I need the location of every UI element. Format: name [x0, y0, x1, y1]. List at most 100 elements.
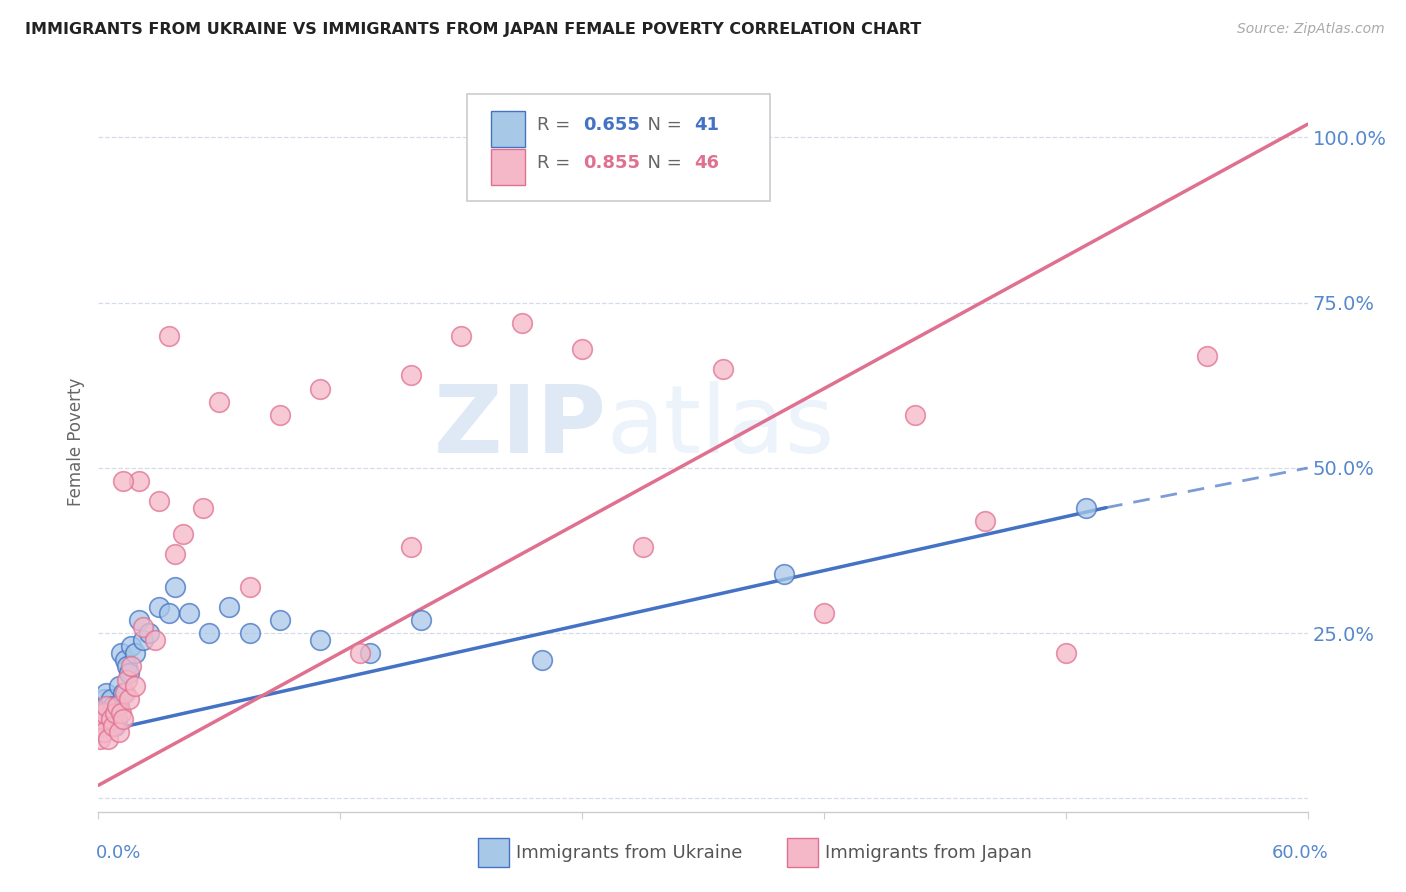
Point — [97, 698, 120, 713]
Text: R =: R = — [537, 153, 576, 171]
Point — [148, 494, 170, 508]
Point — [101, 698, 124, 713]
Point — [269, 613, 291, 627]
Point — [349, 646, 371, 660]
Point — [198, 626, 221, 640]
Point — [163, 580, 186, 594]
Point — [399, 541, 422, 555]
Point — [105, 698, 128, 713]
Point — [100, 712, 122, 726]
Point — [114, 653, 136, 667]
Point — [120, 659, 142, 673]
Point — [128, 613, 150, 627]
Point — [93, 706, 115, 720]
Point — [631, 541, 654, 555]
Point — [111, 712, 134, 726]
Point — [218, 599, 240, 614]
Point — [91, 712, 114, 726]
Text: 0.855: 0.855 — [583, 153, 640, 171]
Point — [510, 316, 533, 330]
Point — [409, 613, 432, 627]
Point — [97, 712, 120, 726]
Point — [103, 706, 125, 720]
Point — [118, 665, 141, 680]
Point — [103, 706, 125, 720]
Point — [132, 632, 155, 647]
Point — [110, 706, 132, 720]
Y-axis label: Female Poverty: Female Poverty — [67, 377, 86, 506]
Point — [107, 679, 129, 693]
Point — [1074, 500, 1097, 515]
Point — [93, 692, 115, 706]
FancyBboxPatch shape — [492, 149, 526, 185]
Point — [157, 328, 180, 343]
Text: 60.0%: 60.0% — [1272, 844, 1329, 862]
Text: Immigrants from Japan: Immigrants from Japan — [825, 844, 1032, 862]
Point — [100, 692, 122, 706]
Point — [91, 719, 114, 733]
Text: IMMIGRANTS FROM UKRAINE VS IMMIGRANTS FROM JAPAN FEMALE POVERTY CORRELATION CHAR: IMMIGRANTS FROM UKRAINE VS IMMIGRANTS FR… — [25, 22, 921, 37]
Point — [470, 130, 492, 145]
Point — [138, 626, 160, 640]
Point — [93, 725, 115, 739]
Point — [91, 698, 114, 713]
Point — [239, 580, 262, 594]
Point — [101, 719, 124, 733]
Text: N =: N = — [637, 153, 688, 171]
Point — [179, 607, 201, 621]
Point — [89, 706, 111, 720]
Point — [97, 731, 120, 746]
Text: R =: R = — [537, 116, 576, 134]
Point — [309, 632, 332, 647]
FancyBboxPatch shape — [467, 94, 769, 201]
Point — [96, 698, 118, 713]
Point — [128, 474, 150, 488]
Point — [450, 328, 472, 343]
Text: 0.0%: 0.0% — [96, 844, 141, 862]
Point — [118, 692, 141, 706]
Point — [91, 712, 114, 726]
Point — [110, 646, 132, 660]
Point — [360, 646, 382, 660]
Point — [89, 731, 111, 746]
Text: N =: N = — [637, 116, 688, 134]
Point — [100, 706, 122, 720]
Point — [148, 599, 170, 614]
Point — [115, 673, 138, 687]
Point — [904, 408, 927, 422]
Point — [269, 408, 291, 422]
Point — [530, 653, 553, 667]
Point — [1054, 646, 1077, 660]
Point — [111, 686, 134, 700]
Text: ZIP: ZIP — [433, 381, 606, 473]
Text: atlas: atlas — [606, 381, 835, 473]
Text: Immigrants from Ukraine: Immigrants from Ukraine — [516, 844, 742, 862]
Point — [208, 395, 231, 409]
Point — [107, 725, 129, 739]
Point — [813, 607, 835, 621]
Point — [571, 342, 593, 356]
Point — [772, 566, 794, 581]
Point — [103, 719, 125, 733]
Point — [132, 620, 155, 634]
Point — [93, 706, 115, 720]
Point — [163, 547, 186, 561]
Text: 41: 41 — [695, 116, 720, 134]
FancyBboxPatch shape — [492, 112, 526, 147]
Point — [114, 686, 136, 700]
Point — [115, 659, 138, 673]
Point — [111, 474, 134, 488]
Point — [1195, 349, 1218, 363]
Point — [107, 698, 129, 713]
Text: 0.655: 0.655 — [583, 116, 640, 134]
Point — [157, 607, 180, 621]
Point — [120, 640, 142, 654]
Point — [124, 679, 146, 693]
Point — [974, 514, 997, 528]
Text: 46: 46 — [695, 153, 720, 171]
Point — [124, 646, 146, 660]
Point — [172, 527, 194, 541]
Point — [193, 500, 215, 515]
Point — [309, 382, 332, 396]
Text: Source: ZipAtlas.com: Source: ZipAtlas.com — [1237, 22, 1385, 37]
